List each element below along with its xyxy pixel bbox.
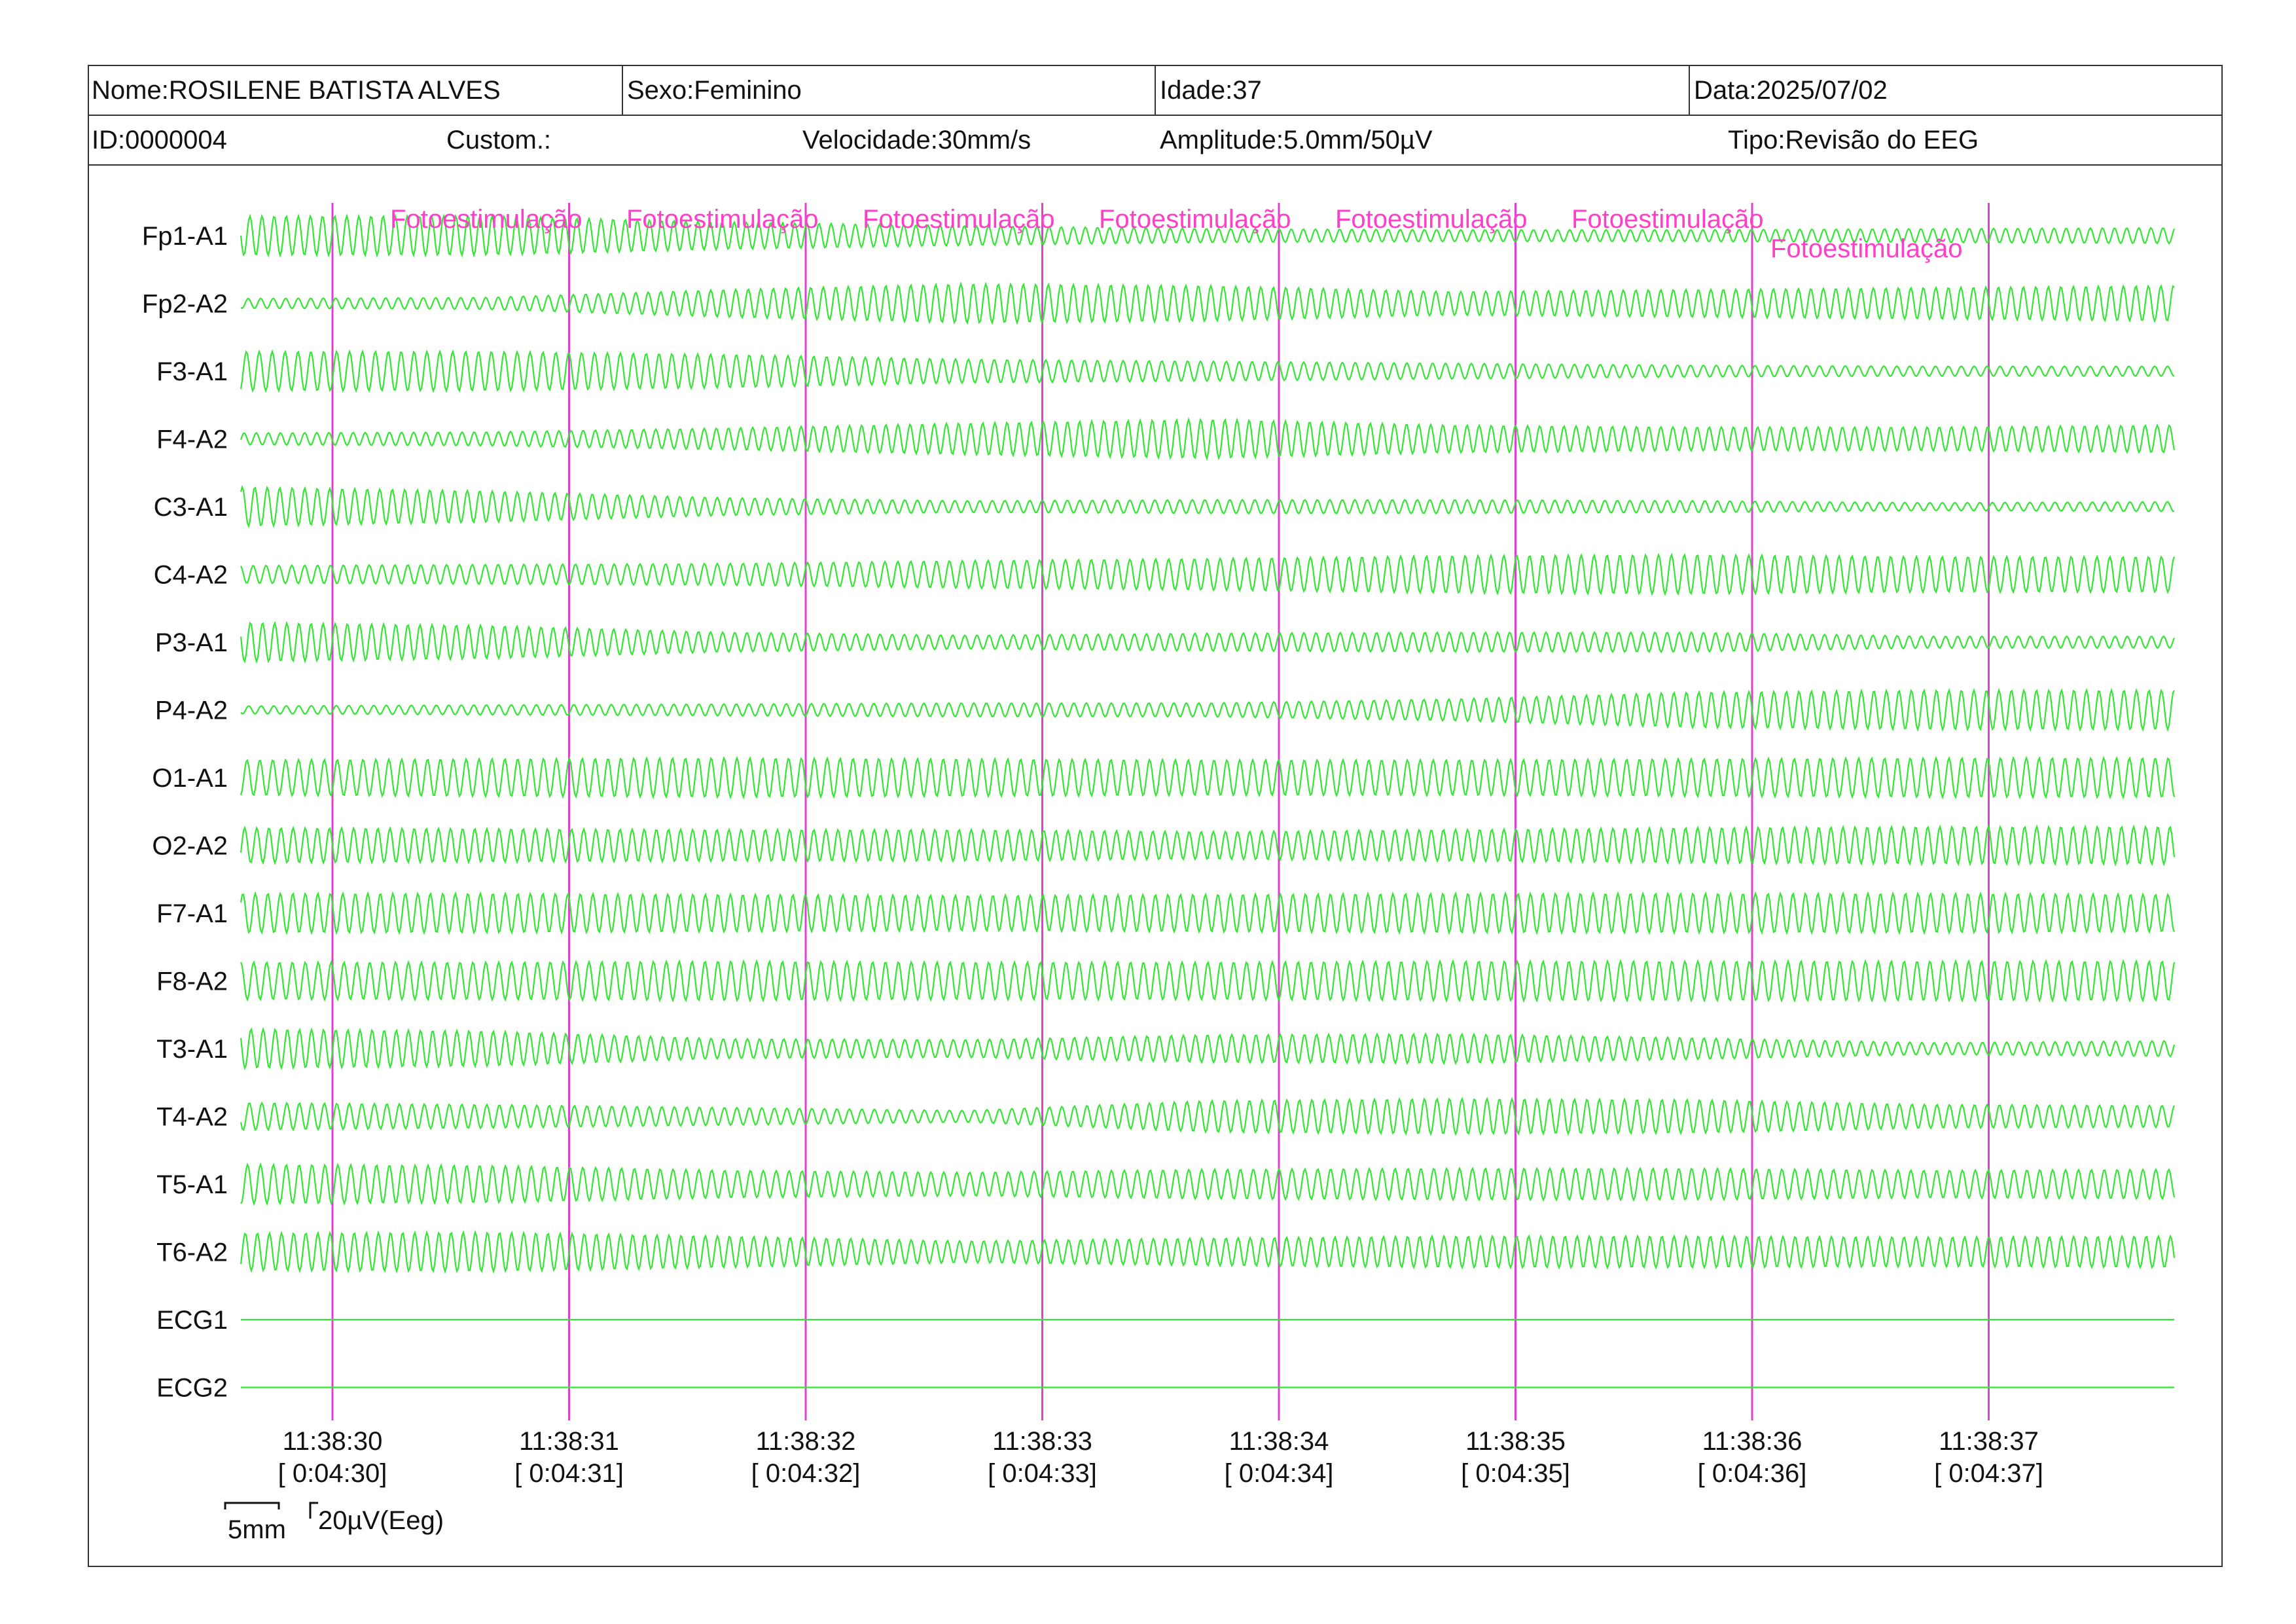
cell-divider: [1155, 66, 1156, 115]
recording-info-row: ID:0000004 Custom.: Velocidade:30mm/s Am…: [89, 116, 2221, 166]
paper-speed: Velocidade:30mm/s: [802, 126, 1031, 154]
record-type: Tipo:Revisão do EEG: [1728, 126, 1979, 154]
patient-name: Nome:ROSILENE BATISTA ALVES: [92, 76, 501, 105]
patient-id: ID:0000004: [92, 126, 227, 154]
cell-divider: [1689, 66, 1690, 115]
cell-divider: [622, 66, 623, 115]
record-date: Data:2025/07/02: [1694, 76, 1888, 105]
amplitude-setting: Amplitude:5.0mm/50µV: [1160, 126, 1433, 154]
patient-sex: Sexo:Feminino: [627, 76, 802, 105]
custom-field: Custom.:: [446, 126, 552, 154]
eeg-report-sheet: Nome:ROSILENE BATISTA ALVES Sexo:Feminin…: [88, 65, 2223, 1567]
patient-age: Idade:37: [1160, 76, 1262, 105]
patient-info-row: Nome:ROSILENE BATISTA ALVES Sexo:Feminin…: [89, 66, 2221, 116]
